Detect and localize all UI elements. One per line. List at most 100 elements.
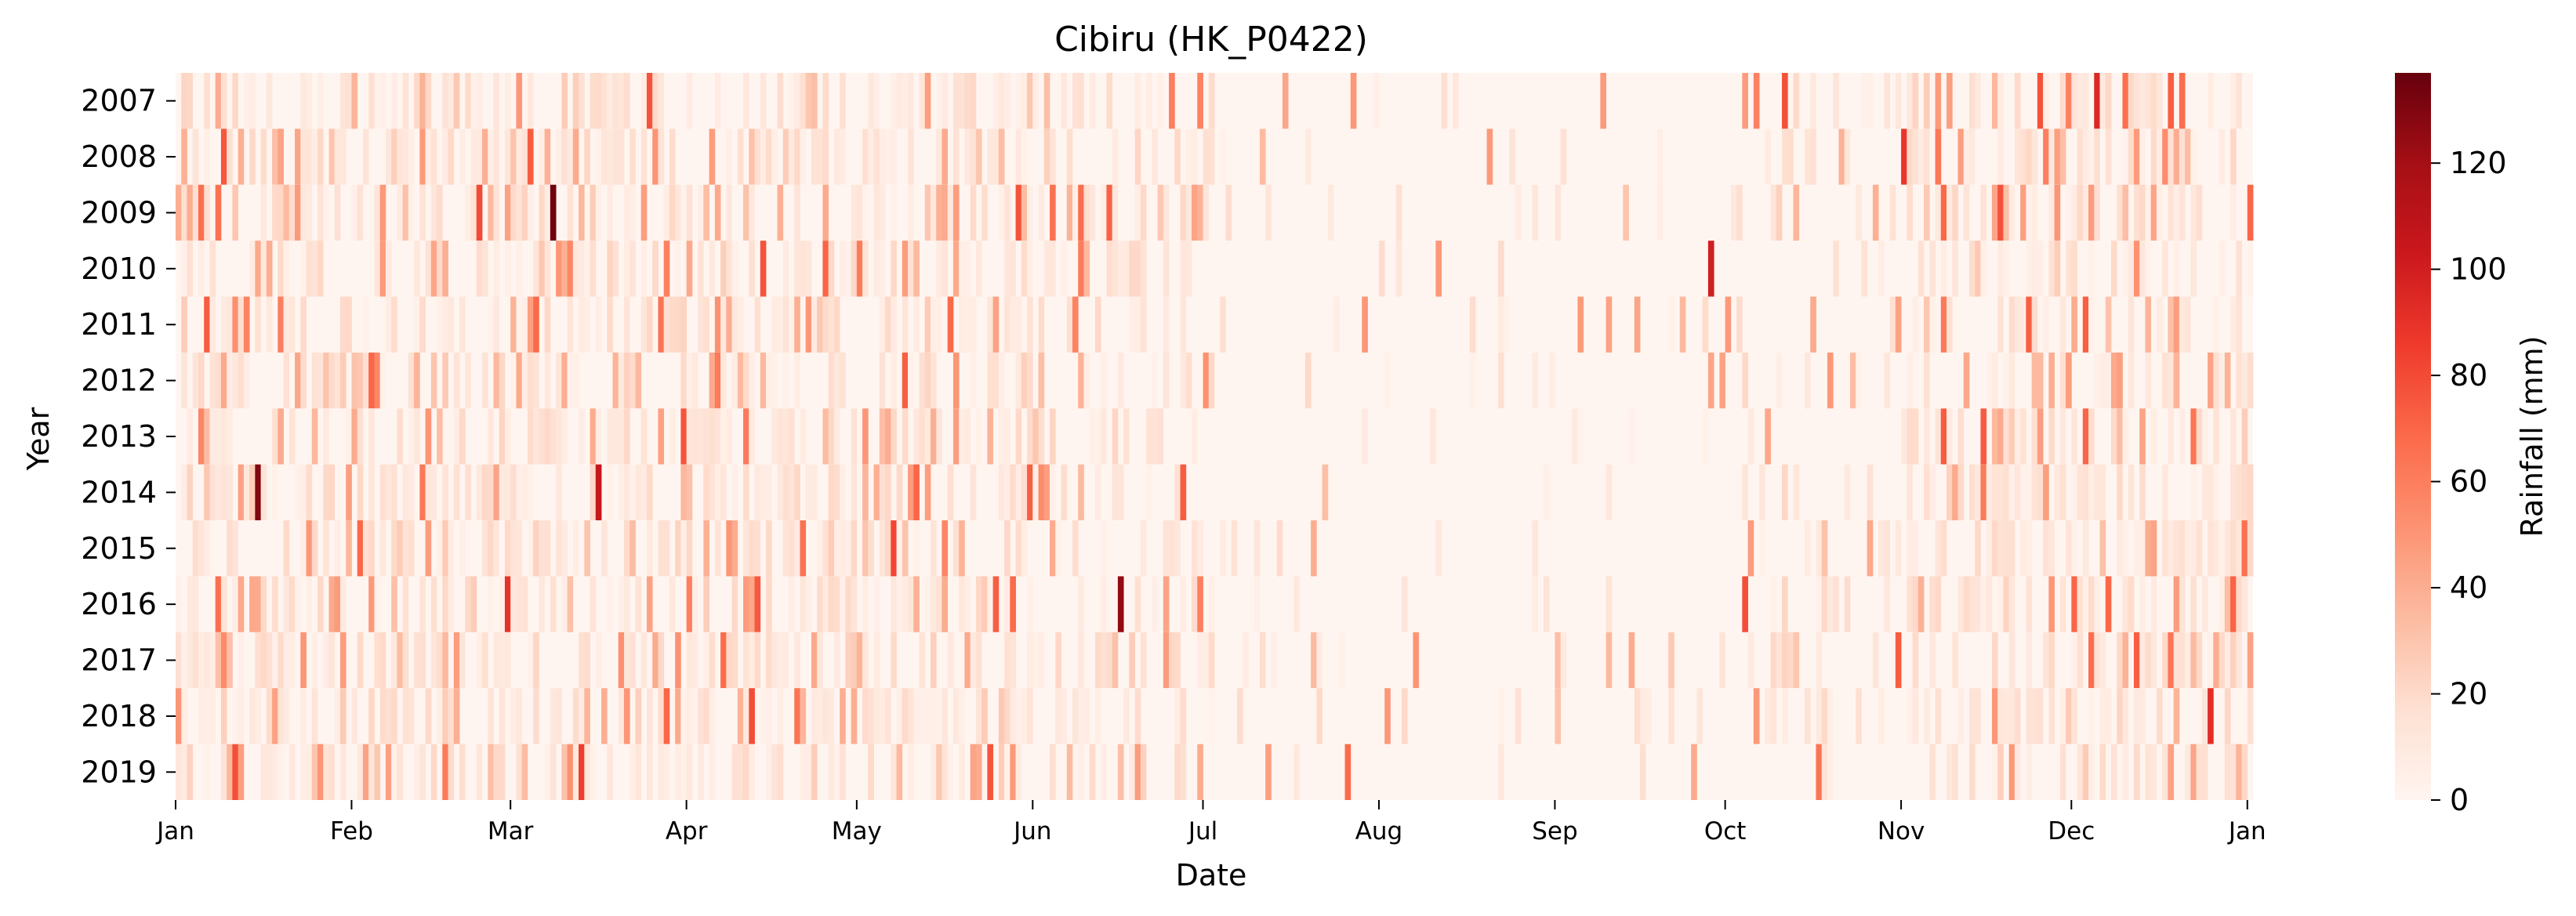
heatmap-cell — [317, 73, 324, 129]
heatmap-cell — [1623, 184, 1629, 241]
heatmap-cell — [1543, 464, 1550, 521]
heatmap-cell — [2059, 296, 2066, 353]
heatmap-cell — [879, 296, 886, 353]
heatmap-cell — [368, 73, 375, 129]
heatmap-cell — [391, 296, 397, 353]
heatmap-cell — [516, 73, 523, 129]
heatmap-cell — [362, 744, 369, 800]
heatmap-cell — [1736, 184, 1743, 241]
heatmap-cell — [2048, 408, 2055, 465]
heatmap-cell — [1197, 184, 1203, 241]
heatmap-cell — [1935, 73, 1942, 129]
heatmap-cell — [2201, 464, 2208, 521]
heatmap-cell — [1907, 464, 1913, 521]
heatmap-cell — [2026, 184, 2033, 241]
heatmap-cell — [1043, 241, 1050, 297]
heatmap-cell — [272, 688, 278, 744]
heatmap-cell — [1747, 520, 1754, 577]
heatmap-cell — [243, 73, 250, 129]
heatmap-cell — [908, 576, 914, 632]
heatmap-cell — [181, 184, 187, 241]
heatmap-cell — [2031, 241, 2038, 297]
heatmap-cell — [430, 129, 437, 185]
heatmap-cell — [408, 464, 415, 521]
heatmap-cell — [204, 632, 210, 689]
heatmap-cell — [2230, 520, 2237, 577]
heatmap-cell — [652, 73, 659, 129]
heatmap-cell — [220, 576, 227, 632]
heatmap-cell — [1782, 688, 1788, 744]
heatmap-cell — [283, 296, 290, 353]
heatmap-cell — [544, 408, 551, 465]
heatmap-cell — [714, 352, 721, 409]
heatmap-cell — [607, 408, 613, 465]
heatmap-cell — [1793, 184, 1800, 241]
heatmap-cell — [408, 408, 415, 465]
heatmap-cell — [1912, 408, 1919, 465]
heatmap-cell — [1134, 576, 1141, 632]
heatmap-cell — [1827, 688, 1834, 744]
heatmap-cell — [924, 688, 931, 744]
heatmap-cell — [295, 464, 301, 521]
heatmap-cell — [669, 296, 676, 353]
heatmap-cell — [1997, 464, 2004, 521]
heatmap-cell — [1856, 184, 1862, 241]
heatmap-cell — [521, 129, 528, 185]
heatmap-cell — [2105, 73, 2112, 129]
heatmap-cell — [1203, 129, 1210, 185]
heatmap-cell — [1032, 408, 1039, 465]
heatmap-cell — [743, 184, 749, 241]
heatmap-cell — [317, 352, 324, 409]
heatmap-cell — [260, 576, 267, 632]
heatmap-cell — [2190, 744, 2197, 800]
heatmap-cell — [663, 744, 670, 800]
heatmap-cell — [1776, 352, 1783, 409]
heatmap-cell — [2247, 632, 2254, 689]
heatmap-cell — [1605, 632, 1613, 689]
heatmap-cell — [391, 520, 397, 577]
heatmap-cell — [397, 744, 404, 800]
heatmap-cell — [539, 576, 546, 632]
heatmap-cell — [851, 241, 858, 297]
heatmap-cell — [970, 296, 977, 353]
heatmap-cell — [2230, 129, 2237, 185]
heatmap-cell — [618, 688, 625, 744]
heatmap-cell — [2179, 520, 2186, 577]
heatmap-cell — [1940, 408, 1947, 465]
heatmap-cell — [1782, 464, 1788, 521]
heatmap-cell — [493, 73, 500, 129]
heatmap-cell — [1805, 688, 1811, 744]
heatmap-cell — [2241, 464, 2248, 521]
heatmap-cell — [749, 632, 755, 689]
heatmap-cell — [618, 632, 625, 689]
heatmap-cell — [323, 744, 329, 800]
heatmap-cell — [527, 129, 534, 185]
heatmap-cell — [1833, 576, 1839, 632]
heatmap-cell — [726, 184, 732, 241]
heatmap-cell — [227, 408, 233, 465]
heatmap-cell — [181, 296, 187, 353]
heatmap-cell — [1827, 744, 1834, 800]
heatmap-cell — [1640, 688, 1646, 744]
heatmap-cell — [1940, 184, 1947, 241]
heatmap-cell — [1861, 73, 1868, 129]
heatmap-cell — [567, 576, 574, 632]
heatmap-cell — [1856, 688, 1862, 744]
heatmap-cell — [1066, 744, 1073, 800]
heatmap-cell — [2213, 464, 2219, 521]
heatmap-cell — [833, 129, 840, 185]
heatmap-cell — [2031, 408, 2038, 465]
heatmap-cell — [448, 576, 455, 632]
heatmap-cell — [391, 688, 397, 744]
heatmap-cell — [782, 520, 789, 577]
heatmap-cell — [612, 129, 619, 185]
heatmap-cell — [1395, 184, 1402, 241]
heatmap-cell — [2088, 408, 2095, 465]
heatmap-cell — [908, 688, 914, 744]
heatmap-cell — [1997, 241, 2004, 297]
heatmap-cell — [2048, 688, 2055, 744]
heatmap-cell — [1015, 129, 1022, 185]
heatmap-cell — [1004, 184, 1010, 241]
heatmap-cell — [2241, 576, 2248, 632]
